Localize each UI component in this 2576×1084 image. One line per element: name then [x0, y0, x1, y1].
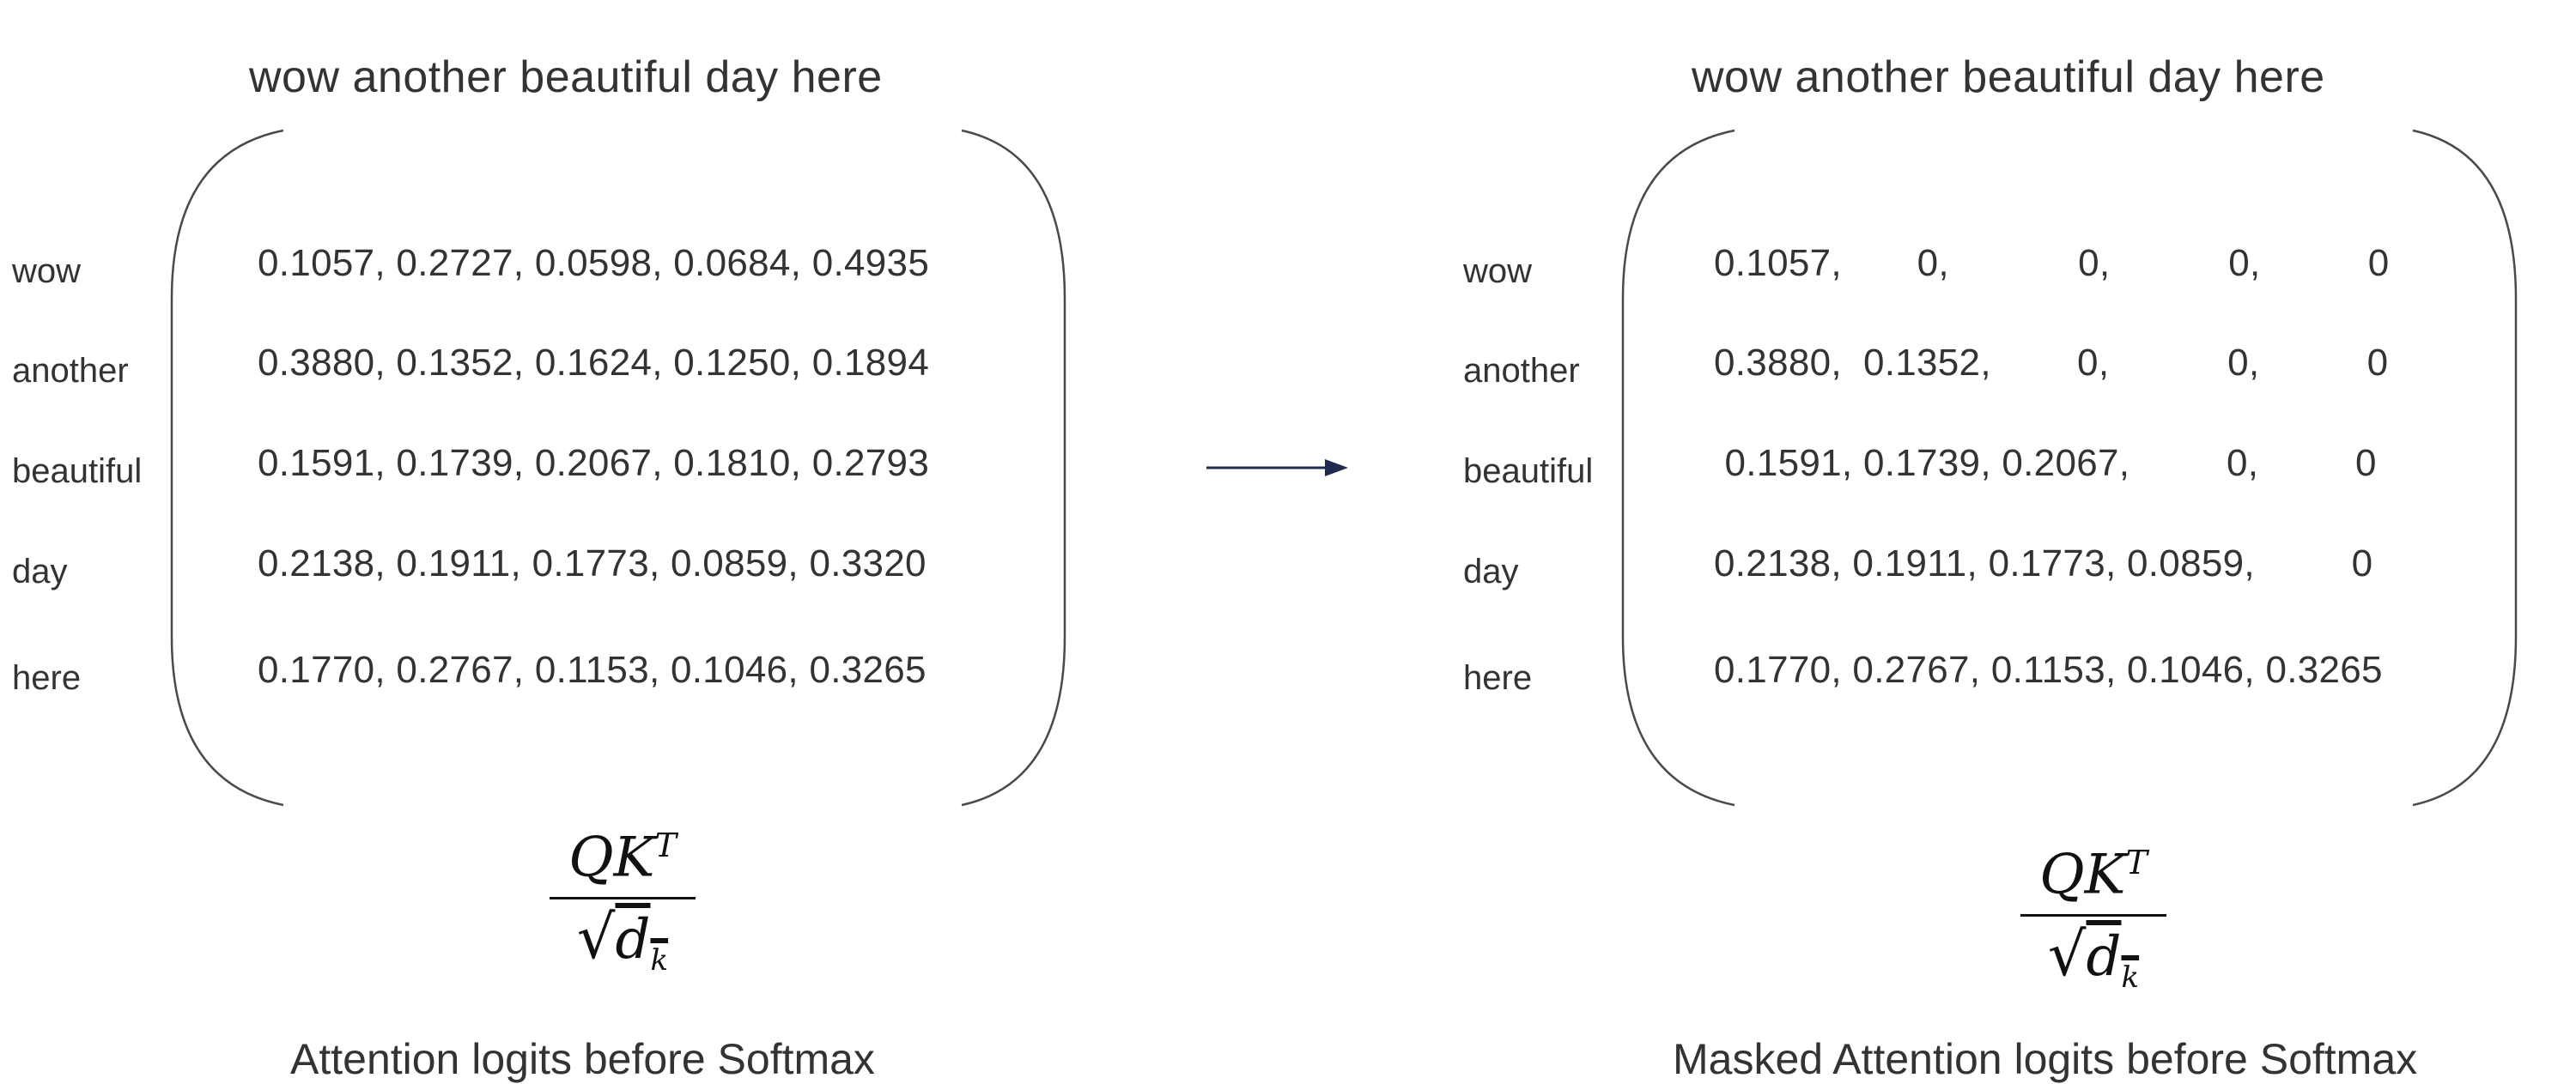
matrix-brackets — [1621, 129, 2518, 807]
matrix-row: wow 0.1057, 0.2727, 0.0598, 0.0684, 0.49… — [0, 242, 1116, 294]
row-values: 0.2138, 0.1911, 0.1773, 0.0859, 0.3320 — [258, 542, 927, 584]
row-values: 0.1770, 0.2767, 0.1153, 0.1046, 0.3265 — [258, 649, 927, 691]
scaled-dot-product-formula: QKT √dk — [528, 811, 717, 995]
matrix-row: another 0.3880, 0.1352, 0, 0, 0 — [1451, 342, 2567, 393]
matrix-row: wow 0.1057, 0, 0, 0, 0 — [1451, 242, 2567, 294]
scaled-dot-product-formula: QKT √dk — [1999, 828, 2188, 1012]
row-token-label: wow — [1463, 252, 1533, 290]
formula-denominator: √dk — [2047, 919, 2140, 996]
left-bracket — [1621, 129, 1735, 807]
panel-caption: Attention logits before Softmax — [290, 1035, 875, 1083]
matrix-row: another 0.3880, 0.1352, 0.1624, 0.1250, … — [0, 342, 1116, 393]
fraction-bar — [2020, 914, 2166, 917]
formula-numerator: QKT — [2039, 843, 2148, 907]
row-token-label: day — [12, 553, 68, 590]
attention-logits-panel: wow another beautiful day here wow 0.105… — [0, 0, 1202, 1083]
row-values: 0.3880, 0.1352, 0.1624, 0.1250, 0.1894 — [258, 342, 930, 384]
panel-caption: Masked Attention logits before Softmax — [1673, 1035, 2418, 1083]
row-token-label: another — [12, 352, 129, 390]
row-token-label: another — [1463, 352, 1580, 390]
formula-denominator: √dk — [576, 902, 669, 978]
matrix-row: here 0.1770, 0.2767, 0.1153, 0.1046, 0.3… — [0, 649, 1116, 700]
column-tokens-header: wow another beautiful day here — [249, 52, 883, 102]
fraction-bar — [550, 897, 696, 900]
row-token-label: day — [1463, 553, 1519, 590]
matrix-row: here 0.1770, 0.2767, 0.1153, 0.1046, 0.3… — [1451, 649, 2567, 700]
row-values: 0.2138, 0.1911, 0.1773, 0.0859, 0 — [1714, 542, 2373, 584]
masked-attention-logits-panel: wow another beautiful day here wow 0.105… — [1451, 0, 2576, 1083]
row-token-label: wow — [12, 252, 82, 290]
matrix-row: beautiful 0.1591, 0.1739, 0.2067, 0.1810… — [0, 442, 1116, 494]
matrix-row: day 0.2138, 0.1911, 0.1773, 0.0859, 0.33… — [0, 542, 1116, 594]
row-token-label: here — [1463, 659, 1533, 697]
matrix-brackets — [170, 129, 1066, 807]
row-values: 0.1591, 0.1739, 0.2067, 0, 0 — [1714, 442, 2377, 484]
row-token-label: beautiful — [1463, 452, 1594, 490]
row-token-label: here — [12, 659, 82, 697]
row-values: 0.1770, 0.2767, 0.1153, 0.1046, 0.3265 — [1714, 649, 2383, 691]
row-values: 0.1057, 0.2727, 0.0598, 0.0684, 0.4935 — [258, 242, 930, 284]
matrix-row: beautiful 0.1591, 0.1739, 0.2067, 0, 0 — [1451, 442, 2567, 494]
row-token-label: beautiful — [12, 452, 143, 490]
right-bracket — [2412, 129, 2518, 807]
left-bracket — [170, 129, 284, 807]
row-values: 0.1591, 0.1739, 0.2067, 0.1810, 0.2793 — [258, 442, 930, 484]
right-bracket — [961, 129, 1066, 807]
matrix-row: day 0.2138, 0.1911, 0.1773, 0.0859, 0 — [1451, 542, 2567, 594]
row-values: 0.1057, 0, 0, 0, 0 — [1714, 242, 2390, 284]
formula-numerator: QKT — [568, 826, 677, 890]
right-arrow-icon — [1206, 459, 1348, 476]
row-values: 0.3880, 0.1352, 0, 0, 0 — [1714, 342, 2389, 384]
column-tokens-header: wow another beautiful day here — [1692, 52, 2325, 102]
